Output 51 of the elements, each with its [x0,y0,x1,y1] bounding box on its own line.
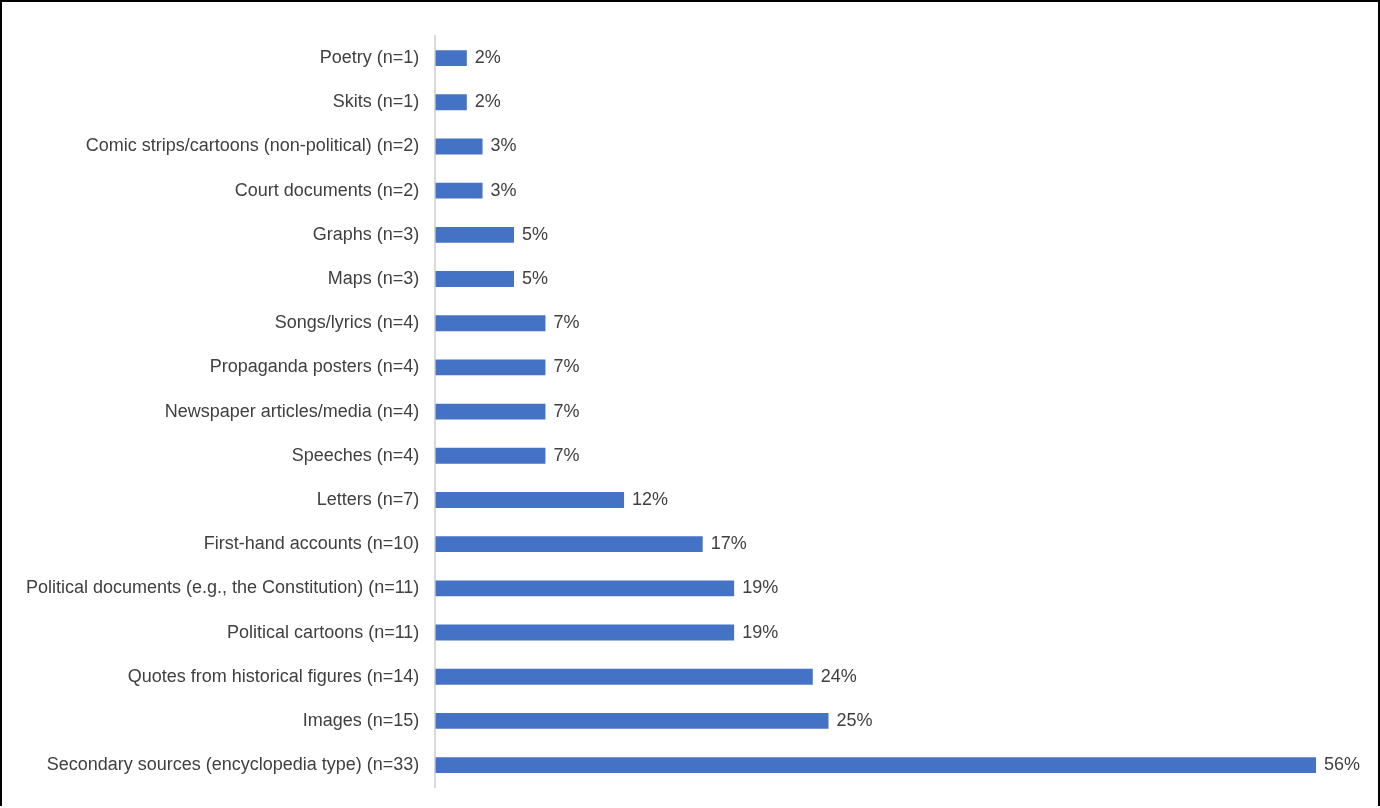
data-label: 19% [742,621,779,642]
data-label: 19% [742,577,779,598]
bar [435,315,546,332]
y-tick-label: Images (n=15) [302,709,420,730]
bar [435,492,625,508]
bar [435,712,829,729]
data-label: 25% [836,709,873,730]
bar [435,403,546,420]
bar [435,138,483,155]
y-tick-label: Quotes from historical figures (n=14) [127,665,420,686]
y-tick-label: Court documents (n=2) [234,179,420,200]
data-label: 24% [820,665,857,686]
data-label: 7% [553,400,580,421]
bar [435,536,703,553]
bar [435,226,514,243]
y-tick-label: Poetry (n=1) [319,47,420,68]
data-label: 7% [553,312,580,333]
data-label: 5% [521,268,549,288]
bar [435,447,546,464]
bar [435,50,467,67]
bar [435,624,735,641]
data-label: 12% [632,488,669,509]
y-tick-label: Skits (n=1) [332,91,420,112]
y-tick-label: Maps (n=3) [327,268,420,288]
y-tick-label: Songs/lyrics (n=4) [274,312,420,333]
data-label: 7% [553,356,580,377]
data-label: 3% [490,179,517,200]
y-tick-label: First-hand accounts (n=10) [203,533,420,554]
data-label: 17% [710,533,747,554]
data-label: 3% [490,135,517,156]
y-tick-label: Propaganda posters (n=4) [209,356,420,377]
bar [435,94,467,111]
data-label: 5% [521,223,549,244]
data-label: 7% [553,444,580,465]
y-tick-label: Speeches (n=4) [291,444,420,465]
data-label: 2% [474,47,501,68]
y-tick-label: Newspaper articles/media (n=4) [164,400,420,421]
bar [435,182,483,199]
y-tick-label: Letters (n=7) [316,488,420,509]
data-label: 2% [474,91,501,112]
data-label: 56% [1324,754,1361,775]
y-tick-label: Secondary sources (encyclopedia type) (n=33) [46,754,420,775]
bar [435,359,546,376]
y-tick-label: Comic strips/cartoons (non-political) (n=2) [85,135,420,156]
y-tick-label: Political cartoons (n=11) [227,621,420,642]
bar [435,668,813,685]
bar [435,271,514,287]
y-tick-label: Political documents (e.g., the Constitution) (n=11) [25,577,420,598]
bar [435,580,735,597]
y-tick-label: Graphs (n=3) [312,223,420,244]
bar [435,757,1316,774]
